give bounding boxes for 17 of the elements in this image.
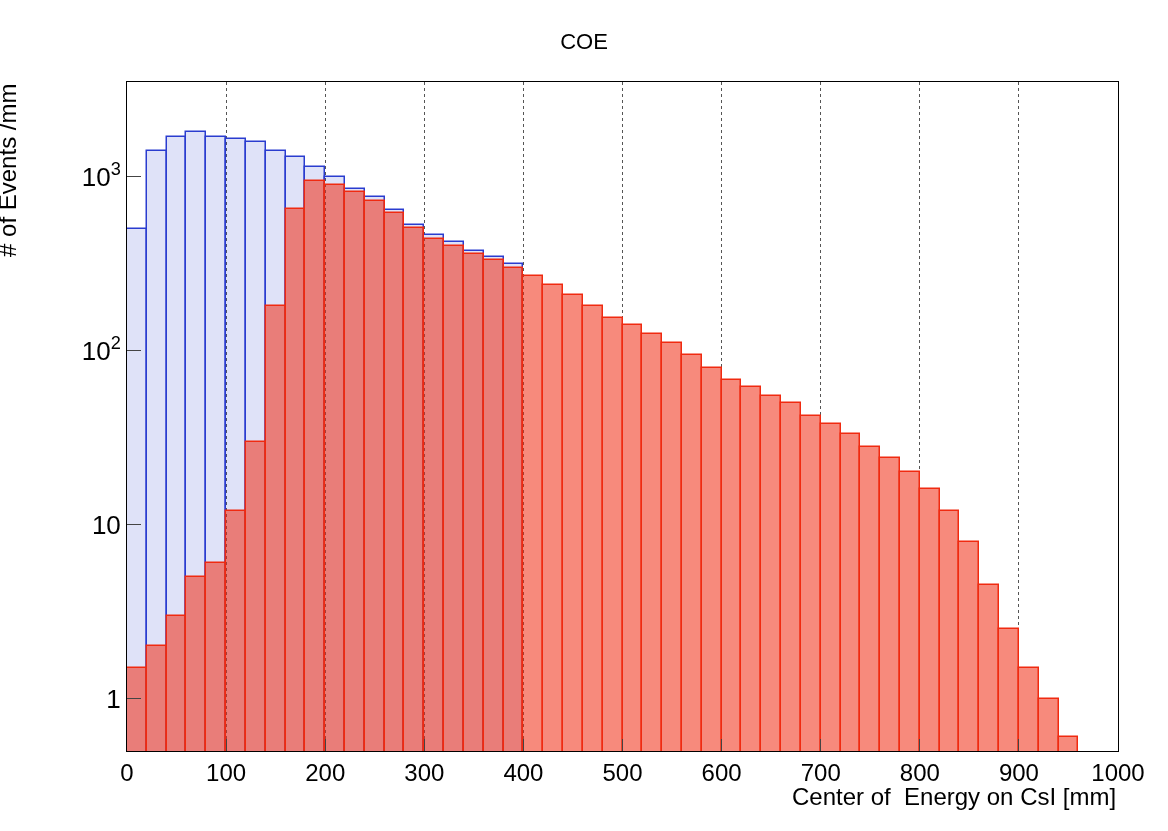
x-tick-label: 0 <box>120 758 134 786</box>
x-tick-label: 200 <box>305 758 346 786</box>
x-tick-label: 400 <box>503 758 544 786</box>
x-tick-label: 800 <box>899 758 940 786</box>
x-tick-label: 300 <box>404 758 445 786</box>
x-tick-label: 600 <box>701 758 742 786</box>
y-tick-label: 10$^{3}$ <box>81 158 121 192</box>
x-tick-label: 700 <box>800 758 841 786</box>
x-tick-label: 900 <box>998 758 1039 786</box>
x-tick-label: 100 <box>206 758 247 786</box>
y-tick-label: 10 <box>91 509 121 540</box>
x-tick-label: 1000 <box>1091 758 1145 786</box>
y-tick-label: 10$^{2}$ <box>81 332 121 366</box>
x-axis-title: Center of Energy on CsI [mm] <box>792 783 1117 810</box>
x-tick-label: 500 <box>602 758 643 786</box>
chart-title: COE <box>560 28 608 54</box>
y-tick-label: 1 <box>106 683 121 714</box>
